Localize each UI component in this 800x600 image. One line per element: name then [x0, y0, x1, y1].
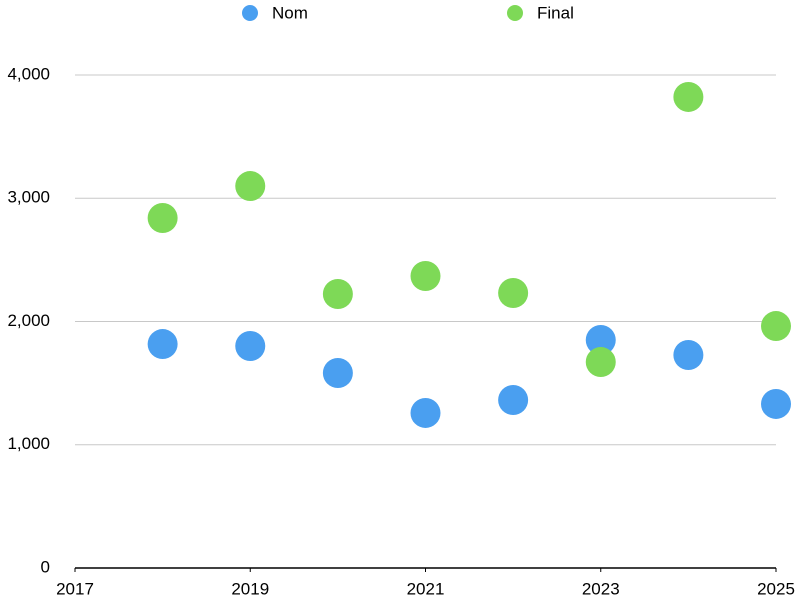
point — [585, 324, 616, 355]
legend-marker — [242, 5, 258, 21]
point — [147, 202, 178, 233]
point — [410, 261, 441, 292]
x-tick-label: 2023 — [582, 579, 620, 598]
point — [322, 358, 353, 389]
x-tick-label: 2019 — [231, 579, 269, 598]
y-tick-label: 0 — [41, 557, 50, 576]
legend-label: Nom — [272, 3, 308, 22]
point — [498, 278, 529, 309]
point — [235, 331, 266, 362]
point — [673, 340, 704, 371]
x-tick-label: 2021 — [407, 579, 445, 598]
y-tick-label: 2,000 — [7, 311, 50, 330]
point — [147, 329, 178, 360]
legend-label: Final — [537, 3, 574, 22]
x-tick-label: 2017 — [56, 579, 94, 598]
y-tick-label: 1,000 — [7, 434, 50, 453]
point — [761, 388, 791, 419]
point — [761, 311, 791, 342]
point — [585, 347, 616, 378]
legend-marker — [507, 5, 523, 21]
y-tick-label: 3,000 — [7, 188, 50, 207]
y-tick-label: 4,000 — [7, 64, 50, 83]
point — [322, 279, 353, 310]
point — [673, 81, 704, 112]
point — [235, 171, 266, 202]
x-tick-label: 2025 — [757, 579, 795, 598]
point — [498, 385, 529, 416]
point — [410, 397, 441, 428]
